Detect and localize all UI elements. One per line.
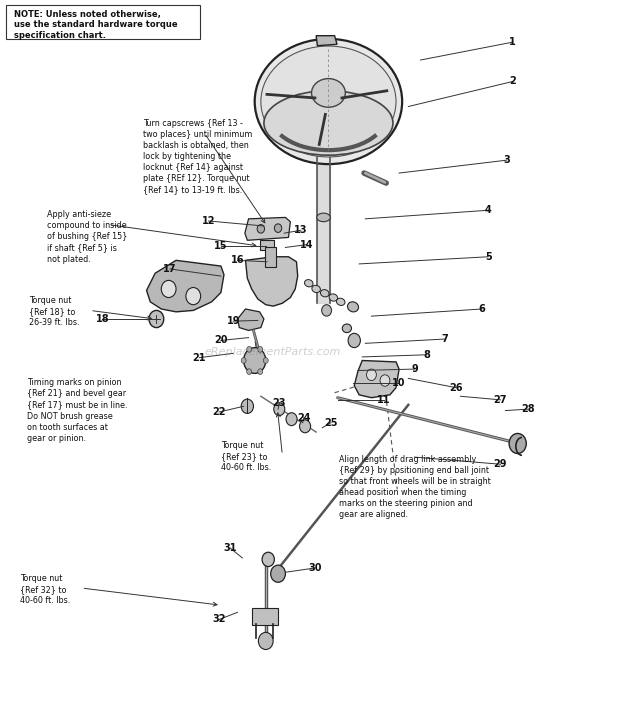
FancyBboxPatch shape [260,239,274,249]
Polygon shape [246,257,298,306]
Text: 28: 28 [521,404,535,414]
Circle shape [241,399,254,413]
Ellipse shape [329,294,338,301]
Text: 4: 4 [485,205,492,216]
Ellipse shape [255,39,402,164]
Text: 3: 3 [503,155,510,165]
Text: 24: 24 [297,412,311,423]
Text: Align length of drag link assembly
{Ref 29} by positioning end ball joint
so tha: Align length of drag link assembly {Ref … [340,455,491,519]
Circle shape [271,565,285,583]
Ellipse shape [261,46,396,157]
Text: 22: 22 [212,407,226,417]
Text: 31: 31 [223,543,237,553]
Text: Torque nut
{Ref 18} to
26-39 ft. lbs.: Torque nut {Ref 18} to 26-39 ft. lbs. [29,296,79,327]
Text: 8: 8 [423,350,430,360]
Text: 21: 21 [193,353,206,363]
Text: Apply anti-sieze
compound to inside
of bushing {Ref 15}
if shaft {Ref 5} is
not : Apply anti-sieze compound to inside of b… [47,211,127,264]
Text: NOTE: Unless noted otherwise,
use the standard hardware torque
specification cha: NOTE: Unless noted otherwise, use the st… [14,10,177,40]
Text: Torque nut
{Ref 23} to
40-60 ft. lbs.: Torque nut {Ref 23} to 40-60 ft. lbs. [221,441,271,472]
Circle shape [149,311,164,327]
Text: 19: 19 [226,316,240,326]
Circle shape [161,280,176,298]
Circle shape [275,224,281,232]
Circle shape [274,403,285,415]
Text: 26: 26 [450,383,463,393]
Ellipse shape [304,280,313,287]
Text: 10: 10 [392,379,406,389]
Ellipse shape [337,298,345,306]
Text: 11: 11 [377,395,391,405]
Circle shape [259,632,273,650]
Text: 13: 13 [294,225,308,235]
Circle shape [257,224,265,233]
Ellipse shape [321,290,329,297]
Polygon shape [146,260,224,312]
FancyBboxPatch shape [252,608,278,625]
Circle shape [247,368,252,374]
Circle shape [186,288,201,305]
Circle shape [244,348,266,373]
Text: Timing marks on pinion
{Ref 21} and bevel gear
{Ref 17} must be in line.
Do NOT : Timing marks on pinion {Ref 21} and beve… [27,379,128,443]
Circle shape [509,433,526,454]
Circle shape [366,369,376,381]
Text: 12: 12 [202,216,215,226]
Text: Torque nut
{Ref 32} to
40-60 ft. lbs.: Torque nut {Ref 32} to 40-60 ft. lbs. [20,574,70,605]
Text: 2: 2 [510,76,516,87]
Text: Turn capscrews {Ref 13 -
two places} until minimum
backlash is obtained, then
lo: Turn capscrews {Ref 13 - two places} unt… [143,119,252,194]
Circle shape [380,375,390,386]
Circle shape [286,412,297,425]
Text: eReplacementParts.com: eReplacementParts.com [205,347,342,357]
Text: 32: 32 [212,614,226,624]
Text: 16: 16 [231,255,244,265]
Circle shape [299,420,311,433]
Ellipse shape [264,91,393,155]
Circle shape [348,333,360,348]
Text: 6: 6 [479,304,485,314]
Text: 15: 15 [214,241,228,251]
Circle shape [258,368,263,374]
Polygon shape [245,218,290,240]
Ellipse shape [342,324,352,332]
Text: 23: 23 [273,399,286,408]
Polygon shape [237,309,264,330]
Ellipse shape [311,79,345,107]
Text: 9: 9 [411,364,418,374]
Text: 20: 20 [214,335,228,345]
Circle shape [322,305,332,316]
Circle shape [247,347,252,353]
Circle shape [258,347,263,353]
Text: 18: 18 [95,314,109,324]
Ellipse shape [317,213,330,221]
Circle shape [264,358,268,363]
Text: 25: 25 [324,417,338,428]
Text: 17: 17 [163,264,177,274]
Text: 27: 27 [494,395,507,405]
Ellipse shape [348,302,358,312]
Text: 30: 30 [308,563,322,573]
Polygon shape [316,35,337,45]
Circle shape [262,552,275,567]
Text: 1: 1 [510,37,516,47]
Text: 14: 14 [300,239,314,249]
FancyBboxPatch shape [265,247,276,267]
Ellipse shape [312,286,321,293]
Text: 29: 29 [494,459,507,469]
Polygon shape [354,360,399,398]
Text: 7: 7 [442,334,448,344]
Text: 5: 5 [485,252,492,262]
Circle shape [241,358,246,363]
